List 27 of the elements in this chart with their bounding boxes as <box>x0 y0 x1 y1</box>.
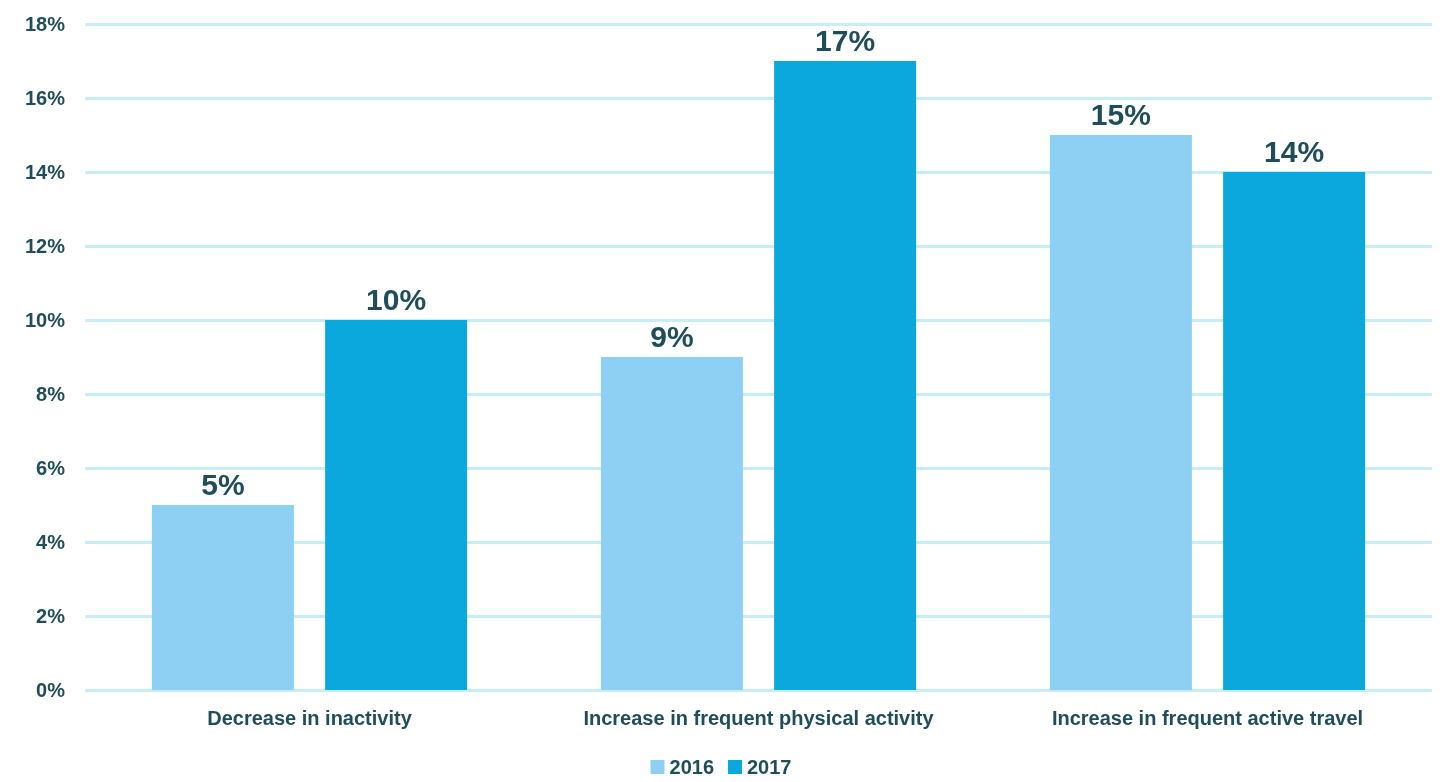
bar <box>1049 135 1192 690</box>
bar <box>151 505 294 690</box>
data-label: 9% <box>650 319 694 353</box>
x-tick-label: Increase in frequent physical activity <box>583 707 935 729</box>
bar <box>774 61 917 690</box>
data-label: 14% <box>1264 134 1325 168</box>
y-tick-label: 0% <box>36 679 66 701</box>
y-tick-label: 2% <box>36 605 66 627</box>
legend-label: 2016 <box>669 756 715 778</box>
y-tick-label: 14% <box>24 161 66 183</box>
y-tick-label: 8% <box>36 383 66 405</box>
y-tick-label: 10% <box>24 309 66 331</box>
bar <box>325 320 468 690</box>
y-tick-label: 12% <box>24 235 66 257</box>
data-label: 10% <box>366 282 427 316</box>
x-tick-label: Decrease in inactivity <box>207 707 413 729</box>
legend-label: 2017 <box>747 756 792 778</box>
x-tick-label: Increase in frequent active travel <box>1051 707 1364 729</box>
y-tick-label: 16% <box>24 87 66 109</box>
y-tick-label: 6% <box>36 457 66 479</box>
y-tick-label: 4% <box>36 531 66 553</box>
bar <box>1223 172 1366 690</box>
data-label: 5% <box>201 467 245 501</box>
bar <box>600 357 743 690</box>
data-label: 15% <box>1090 97 1151 131</box>
data-label: 17% <box>815 23 876 57</box>
y-tick-label: 18% <box>24 13 66 35</box>
